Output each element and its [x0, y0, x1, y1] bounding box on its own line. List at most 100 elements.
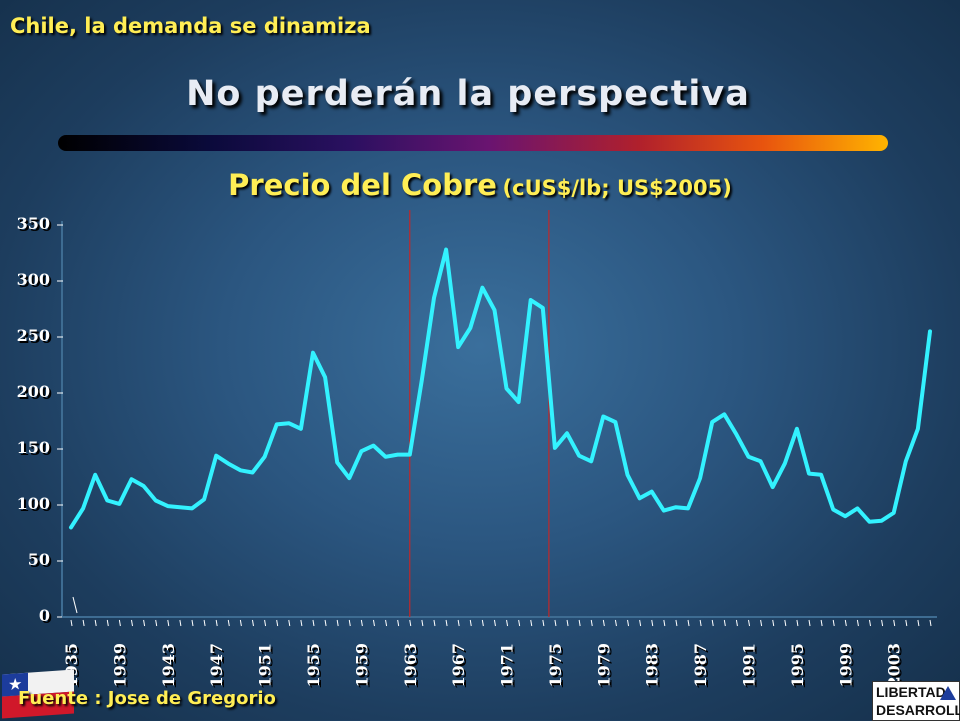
x-tick [881, 619, 884, 627]
x-tick-label: 1995 [788, 643, 807, 688]
y-axis: 0050501001001501502002002502503003003503… [17, 214, 63, 627]
x-tick [711, 619, 714, 627]
data-point [638, 496, 642, 500]
x-tick [82, 619, 85, 627]
data-point [747, 455, 751, 459]
data-point [178, 505, 182, 509]
data-point [541, 306, 545, 310]
chart-title-main: Precio del Cobre [228, 168, 497, 202]
x-tick [627, 619, 630, 627]
data-point [843, 514, 847, 518]
x-tick-label: 1983 [643, 643, 662, 688]
data-point [650, 490, 654, 494]
x-tick [675, 619, 678, 627]
x-tick-label-shadow: 1951 [258, 645, 277, 690]
x-tick [554, 619, 557, 627]
x-tick-label-shadow: 1987 [693, 645, 712, 690]
data-point [553, 446, 557, 450]
x-tick [687, 619, 690, 627]
x-tick [820, 619, 823, 627]
data-point [117, 502, 121, 506]
x-tick [251, 619, 254, 627]
x-tick-label: 1999 [836, 643, 855, 688]
data-point [710, 420, 714, 424]
x-tick [312, 619, 315, 627]
x-tick-label: 1959 [352, 643, 371, 688]
data-point [577, 454, 581, 458]
data-point [105, 499, 109, 503]
y-tick-label: 100 [17, 494, 50, 513]
x-tick-label: 1979 [594, 643, 613, 688]
data-point [492, 308, 496, 312]
data-point [456, 345, 460, 349]
x-tick-label-shadow: 1975 [548, 645, 567, 690]
x-tick [70, 619, 73, 627]
x-tick [590, 619, 593, 627]
x-tick-label: 1963 [401, 643, 420, 688]
data-point [420, 378, 424, 382]
x-tick [602, 619, 605, 627]
data-point [190, 506, 194, 510]
data-point [698, 476, 702, 480]
data-point [589, 459, 593, 463]
x-tick [748, 619, 751, 627]
x-tick [276, 619, 279, 627]
data-point [807, 472, 811, 476]
x-tick [844, 619, 847, 627]
data-point [202, 497, 206, 501]
data-point [771, 485, 775, 489]
data-point [444, 248, 448, 252]
series-group [69, 247, 932, 530]
data-point [517, 400, 521, 404]
x-tick-label-shadow: 1955 [306, 645, 325, 690]
x-tick-label-shadow: 1995 [790, 645, 809, 690]
x-tick-label: 1947 [207, 643, 226, 688]
x-tick [94, 619, 97, 627]
x-tick [106, 619, 109, 627]
x-tick [336, 619, 339, 627]
data-point [505, 387, 509, 391]
x-tick-label-shadow: 1963 [403, 645, 422, 690]
y-tick-label-shadow: 200 [19, 384, 52, 403]
x-tick [179, 619, 182, 627]
x-tick-label: 1971 [498, 643, 517, 688]
data-point [408, 453, 412, 457]
data-point [662, 509, 666, 513]
gradient-divider-bar [58, 135, 888, 151]
y-tick-label-shadow: 0 [41, 608, 52, 627]
x-tick [506, 619, 509, 627]
data-point [831, 507, 835, 511]
vertical-markers [409, 210, 550, 617]
data-point [468, 326, 472, 330]
data-point [129, 477, 133, 481]
data-point [384, 455, 388, 459]
x-tick [288, 619, 291, 627]
x-tick-label-shadow: 1999 [838, 645, 857, 690]
data-point [335, 460, 339, 464]
x-tick [542, 619, 545, 627]
data-point [855, 506, 859, 510]
y-tick-label-shadow: 50 [30, 552, 52, 571]
x-tick-label-shadow: 1959 [354, 645, 373, 690]
x-tick [385, 619, 388, 627]
x-tick [723, 619, 726, 627]
x-tick [796, 619, 799, 627]
x-tick [118, 619, 121, 627]
x-tick [457, 619, 460, 627]
y-tick-label: 250 [17, 326, 50, 345]
x-tick-label-shadow: 1983 [645, 645, 664, 690]
data-point [238, 468, 242, 472]
data-point [166, 504, 170, 508]
x-tick [433, 619, 436, 627]
y-tick-label-shadow: 250 [19, 328, 52, 347]
x-tick [397, 619, 400, 627]
y-tick-label: 350 [17, 214, 50, 233]
data-point [686, 506, 690, 510]
x-tick [578, 619, 581, 627]
x-tick [856, 619, 859, 627]
y-tick-label-shadow: 300 [19, 272, 52, 291]
data-point [142, 484, 146, 488]
x-tick-label: 1991 [740, 643, 759, 688]
x-tick [421, 619, 424, 627]
